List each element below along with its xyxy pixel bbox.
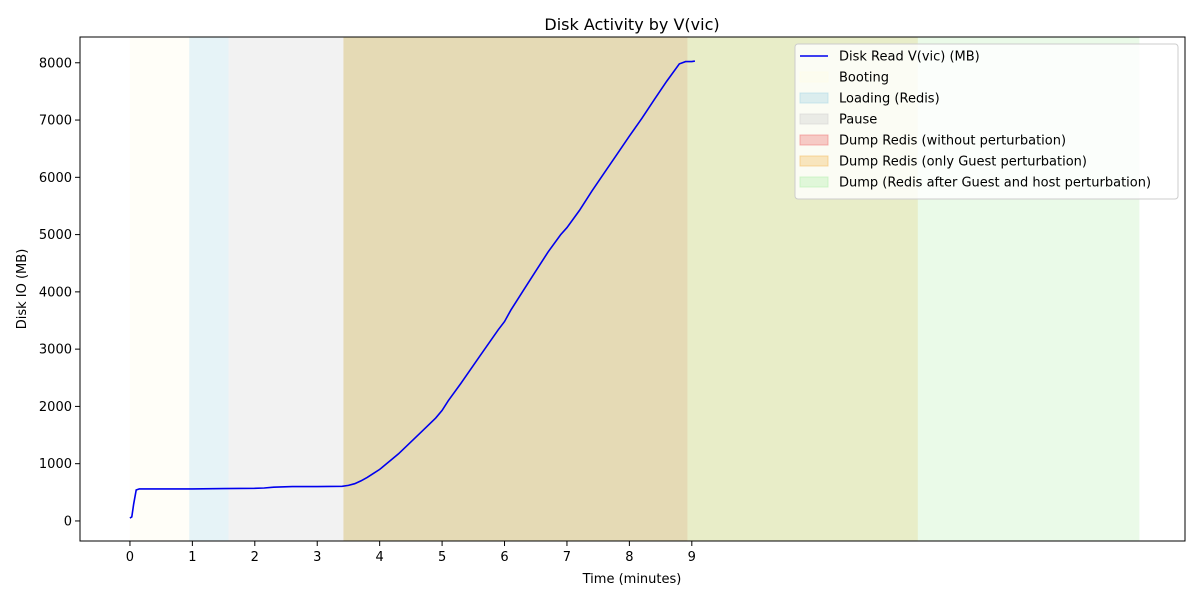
x-axis: 0 1 2 3 4 5 6 7 8 9 [126,541,696,565]
y-tick-label: 7000 [39,114,72,129]
phase-band-1 [189,37,229,541]
legend-label-phase-4: Dump Redis (only Guest perturbation) [839,155,1087,170]
phase-band-2 [228,37,344,541]
plot-frame [79,36,1186,542]
x-tick-label: 2 [251,550,259,565]
y-tick-label: 3000 [39,343,72,358]
legend-box [794,43,1179,200]
chart-title: Disk Activity by V(vic) [544,15,719,34]
x-tick-label: 4 [376,550,384,565]
phase-band-0 [129,37,190,541]
legend-label-disk-read: Disk Read V(vic) (MB) [839,50,980,65]
legend-label-phase-3: Dump Redis (without perturbation) [839,134,1066,149]
x-axis-title: Time (minutes) [582,572,682,587]
y-axis: 0 1000 2000 3000 4000 5000 6000 7000 8000 [39,56,80,529]
phase-band-3 [343,37,688,541]
x-tick-label: 8 [625,550,633,565]
y-tick-label: 5000 [39,228,72,243]
legend-label-phase-0: Booting [839,71,889,86]
x-tick-label: 0 [126,550,134,565]
x-tick-label: 1 [188,550,196,565]
x-tick-label: 9 [688,550,696,565]
y-tick-label: 1000 [39,457,72,472]
x-tick-label: 5 [438,550,446,565]
series-layer [129,60,696,519]
legend-label-phase-5: Dump (Redis after Guest and host perturb… [839,176,1151,191]
x-tick-label: 6 [500,550,508,565]
y-tick-label: 6000 [39,171,72,186]
legend-swatch-phase-1 [799,92,829,104]
phase-bands [129,37,1140,541]
legend: Disk Read V(vic) (MB) Booting Loading (Red… [794,43,1179,200]
legend-label-phase-2: Pause [839,113,877,128]
legend-swatch-phase-0 [799,71,829,83]
y-tick-label: 0 [64,514,72,529]
legend-swatch-phase-5 [799,176,829,188]
legend-label-phase-1: Loading (Redis) [839,92,940,107]
legend-swatch-phase-3 [799,134,829,146]
x-tick-label: 3 [313,550,321,565]
series-line-disk-read [129,60,696,519]
legend-swatch-phase-4 [799,155,829,167]
y-tick-label: 8000 [39,56,72,71]
y-axis-title: Disk IO (MB) [15,249,30,330]
y-tick-label: 2000 [39,400,72,415]
y-tick-label: 4000 [39,285,72,300]
x-tick-label: 7 [563,550,571,565]
legend-swatch-phase-2 [799,113,829,125]
